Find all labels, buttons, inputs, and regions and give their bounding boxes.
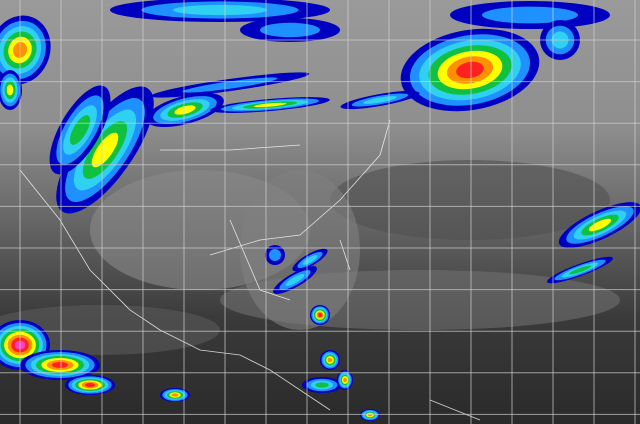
cloud-red [318, 313, 322, 317]
cloud-orange [171, 393, 179, 397]
cloud-red [456, 61, 484, 79]
cloud-green [315, 382, 329, 388]
cloud-cyan [172, 4, 268, 16]
cloud-red [52, 362, 68, 368]
cloud-texture [240, 170, 360, 330]
cloud-yellow [174, 105, 196, 115]
cloud-texture [0, 305, 220, 355]
cloud-blue [269, 249, 281, 261]
cloud-cyan [363, 96, 397, 104]
cloud-yellow [253, 102, 287, 108]
cloud-green [569, 265, 591, 275]
cloud-red [85, 383, 95, 387]
cloud-orange [327, 357, 333, 363]
cloud-green [69, 115, 91, 145]
cloud-yellow [6, 84, 14, 96]
cloud-cyan [302, 255, 318, 265]
cloud-yellow [91, 132, 119, 168]
cloud-blue [260, 22, 320, 38]
cloud-cyan [285, 274, 305, 286]
cloud-texture [330, 160, 610, 240]
cloud-orange [343, 377, 347, 383]
cloud-blue [482, 6, 578, 24]
